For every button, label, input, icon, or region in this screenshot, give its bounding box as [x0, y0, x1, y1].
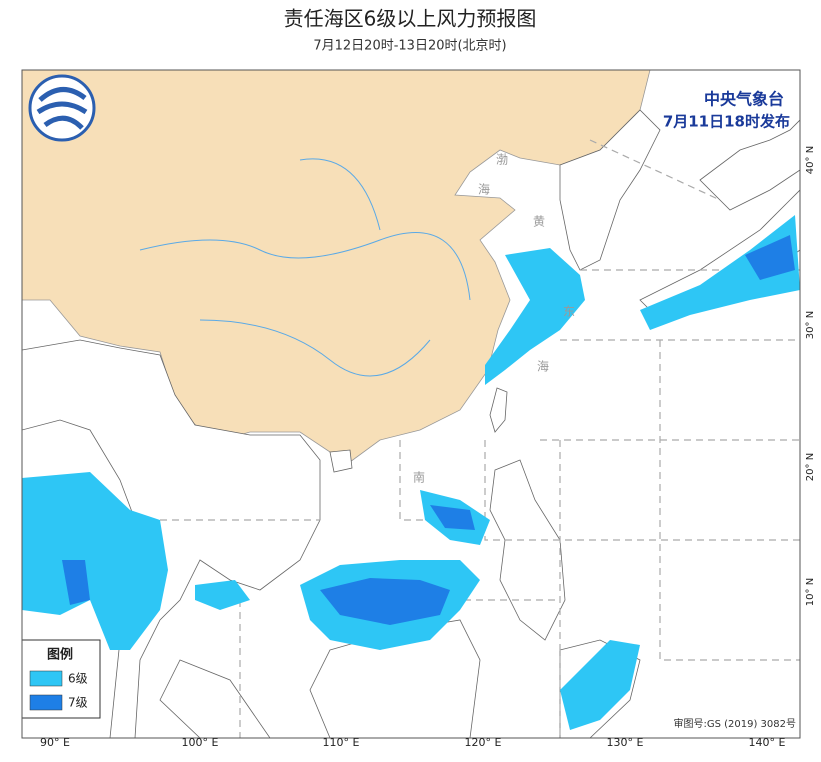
taiwan: [489, 387, 508, 433]
issue-time: 7月11日18时发布: [663, 113, 790, 131]
wind-area: [485, 248, 585, 385]
wind-area: [430, 505, 475, 530]
legend-swatch: [29, 670, 63, 687]
lat-label: 10° N: [805, 578, 816, 606]
wind-areas: [22, 215, 800, 730]
sea-label: 渤: [496, 153, 508, 167]
subtitle: 7月12日20时-13日20时(北京时): [313, 39, 506, 54]
wind-area: [320, 578, 450, 625]
sea-label: 南: [413, 470, 425, 485]
lat-label: 20° N: [805, 453, 816, 481]
wind-area: [22, 472, 168, 650]
lon-label: 100° E: [182, 736, 219, 749]
legend-label: 6级: [68, 672, 88, 686]
indochina: [22, 339, 321, 738]
china-land: [22, 70, 651, 463]
lon-label: 130° E: [607, 736, 644, 749]
sea-label: 海: [478, 182, 490, 197]
legend-swatch: [29, 694, 63, 711]
sumatra: [159, 659, 271, 738]
legend-title: 图例: [47, 647, 73, 663]
map-frame: [21, 69, 801, 739]
title: 责任海区6级以上风力预报图: [284, 7, 537, 31]
map-body: 渤 海 黄 东 海 南 图例 6级 7级 中央气象台 7月11日18时发布 审图…: [22, 70, 800, 738]
legend-label: 7级: [68, 696, 88, 710]
wind-area: [560, 640, 640, 730]
lat-label: 40° N: [805, 146, 816, 174]
lon-label: 120° E: [465, 736, 502, 749]
hainan: [329, 449, 353, 473]
wind-area: [62, 560, 90, 605]
lon-label: 140° E: [749, 736, 786, 749]
philippines: [489, 459, 566, 641]
logo: [28, 74, 96, 142]
lon-label: 110° E: [323, 736, 360, 749]
japan-north: [699, 119, 800, 211]
sea-label: 黄: [533, 215, 545, 229]
lon-label: 90° E: [40, 736, 70, 749]
sea-label: 海: [537, 359, 549, 374]
sea-label: 东: [563, 305, 575, 319]
approval-number: 审图号:GS (2019) 3082号: [673, 717, 796, 730]
wind-area: [195, 580, 250, 610]
korea-land: [559, 109, 661, 271]
wind-area: [640, 215, 800, 330]
wind-area: [745, 235, 795, 280]
lat-label: 30° N: [805, 311, 816, 339]
rivers: [139, 158, 471, 377]
agency: 中央气象台: [704, 90, 784, 109]
